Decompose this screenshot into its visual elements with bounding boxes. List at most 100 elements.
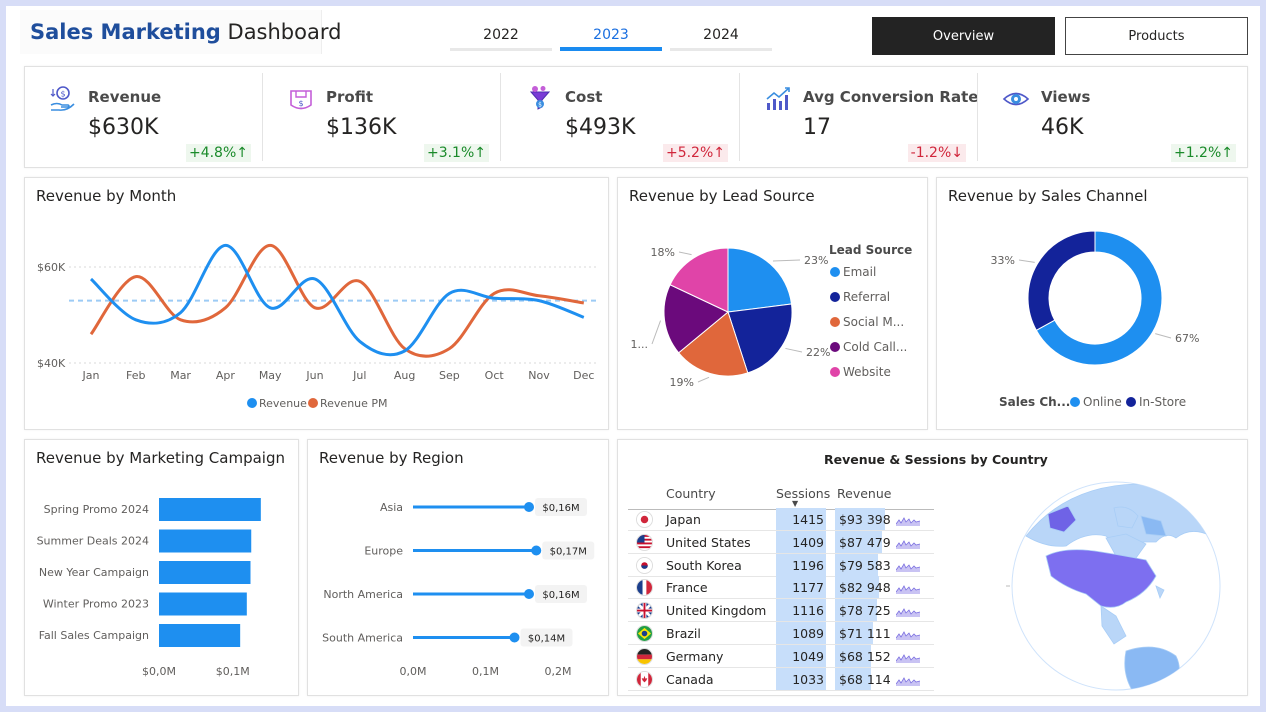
table-row[interactable]: United Kingdom 1116 $78 725 <box>628 599 934 623</box>
revenue-cell: $87 479 <box>835 530 891 554</box>
bar[interactable] <box>159 561 251 584</box>
lollipop-dot[interactable] <box>524 502 534 512</box>
bar[interactable] <box>159 592 247 616</box>
sort-desc-icon[interactable]: ▼ <box>792 499 799 508</box>
canada-flag-icon <box>636 670 653 688</box>
kpi-label: Views <box>1041 88 1091 106</box>
lollipop-dot[interactable] <box>509 632 520 643</box>
category-label: Asia <box>380 501 403 514</box>
tab-year-2023[interactable]: 2023 <box>560 27 662 51</box>
pie-slice-website[interactable] <box>669 247 729 313</box>
lollipop-dot[interactable] <box>524 589 534 599</box>
revenue-cell: $82 948 <box>835 576 891 600</box>
legend-label: Website <box>843 365 891 379</box>
world-globe-map[interactable] <box>1006 476 1226 696</box>
bar[interactable] <box>159 498 261 521</box>
x-tick-label: Sep <box>439 369 460 382</box>
pie-slice-email[interactable] <box>727 247 793 313</box>
kpi-label: Avg Conversion Rate <box>803 88 979 106</box>
chart-title: Revenue by Month <box>36 187 177 205</box>
column-header-sessions[interactable]: Sessions <box>776 486 831 501</box>
lollipop-dot[interactable] <box>531 545 542 556</box>
tab-year-2022[interactable]: 2022 <box>450 27 552 51</box>
usa-flag-icon <box>636 533 653 551</box>
kpi-label: Revenue <box>88 88 162 106</box>
tab-label: 2023 <box>593 27 629 43</box>
germany-flag-icon <box>636 647 653 665</box>
data-label: $0,14M <box>528 634 565 645</box>
table-title: Revenue & Sessions by Country <box>824 452 1048 467</box>
country-cell: Germany <box>666 648 724 664</box>
sparkline-icon <box>896 653 920 663</box>
x-tick-label: May <box>259 369 282 382</box>
pie-slice-referral[interactable] <box>727 303 793 374</box>
sessions-cell: 1033 <box>776 667 826 691</box>
table-row[interactable]: Japan 1415 $93 398 <box>628 508 934 531</box>
x-tick-label: Jun <box>305 369 323 382</box>
revenue-by-lead-source-panel: Revenue by Lead Source 23% 22% 19% 1... 18% … <box>617 177 928 430</box>
legend-dot <box>830 292 840 302</box>
category-label: North America <box>323 588 403 601</box>
category-label: Spring Promo 2024 <box>44 503 149 516</box>
page-title: Sales Marketing Dashboard <box>30 20 341 44</box>
x-tick-label: Aug <box>394 369 415 382</box>
x-tick-label: Jan <box>82 369 100 382</box>
legend-title: Lead Source <box>829 243 912 257</box>
sparkline-icon <box>896 517 920 526</box>
products-button[interactable]: Products <box>1065 17 1248 55</box>
kpi-value: 46K <box>1041 115 1084 140</box>
category-label: Winter Promo 2023 <box>43 598 149 611</box>
country-cell: United States <box>666 534 751 550</box>
y-tick-label: $40K <box>37 357 66 370</box>
legend-label: Cold Call... <box>843 340 907 354</box>
country-cell: Brazil <box>666 626 701 641</box>
x-tick-label: Mar <box>170 369 191 382</box>
category-label: Europe <box>364 545 403 558</box>
table-row[interactable]: Brazil 1089 $71 111 <box>628 622 934 645</box>
kpi-change: -1.2%↓ <box>907 144 966 162</box>
sparkline-icon <box>896 631 920 640</box>
kpi-conversion: Avg Conversion Rate 17 -1.2%↓ <box>740 67 978 167</box>
table-row[interactable]: South Korea 1196 $79 583 <box>628 553 934 577</box>
revenue-value: $68 152 <box>839 648 891 664</box>
table-row[interactable]: France 1177 $82 948 <box>628 576 934 600</box>
kpi-value: $630K <box>88 115 159 140</box>
data-label-bg <box>520 628 573 647</box>
pie-slice-social-m-[interactable] <box>677 311 749 377</box>
legend-dot-in-store <box>1126 397 1136 407</box>
data-label-bg <box>535 585 587 603</box>
revenue-value: $78 725 <box>839 603 891 619</box>
tab-year-2024[interactable]: 2024 <box>670 27 772 51</box>
data-label: 1... <box>631 338 649 351</box>
legend-label: Email <box>843 265 876 279</box>
bar[interactable] <box>159 529 252 553</box>
country-cell: United Kingdom <box>666 603 767 619</box>
kpi-change: +4.8%↑ <box>185 144 251 162</box>
table-row[interactable]: Germany 1049 $68 152 <box>628 644 934 668</box>
kpi-change: +5.2%↑ <box>662 144 728 162</box>
pie-slice-cold-call-[interactable] <box>663 284 729 354</box>
table-row[interactable]: United States 1409 $87 479 <box>628 530 934 554</box>
category-label: New Year Campaign <box>39 566 149 579</box>
sparkline-icon <box>896 585 920 595</box>
chart-title: Revenue by Sales Channel <box>948 187 1148 205</box>
title-rest: Dashboard <box>220 20 342 44</box>
category-label: Fall Sales Campaign <box>39 629 149 642</box>
legend-dot-revenue-pm <box>308 398 318 408</box>
donut-slice-online[interactable] <box>1035 230 1163 366</box>
revenue-cell: $79 583 <box>835 553 891 577</box>
column-header-revenue[interactable]: Revenue <box>837 486 892 501</box>
table-row[interactable]: Canada 1033 $68 114 <box>628 667 934 691</box>
column-header-country[interactable]: Country <box>666 486 716 501</box>
donut-slice-in-store[interactable] <box>1027 230 1096 331</box>
revenue-by-sales-channel-panel: Revenue by Sales Channel 67% 33% Sales Ch… <box>936 177 1248 430</box>
bar[interactable] <box>159 624 241 647</box>
tab-label: 2024 <box>703 27 739 43</box>
legend-dot <box>830 267 840 277</box>
overview-button[interactable]: Overview <box>872 17 1055 55</box>
revenue-cell: $93 398 <box>835 508 891 531</box>
legend-label: Social M... <box>843 315 904 329</box>
legend-label-revenue-pm: Revenue PM <box>320 397 388 410</box>
country-cell: South Korea <box>666 557 742 573</box>
data-label: $0,16M <box>542 590 579 601</box>
